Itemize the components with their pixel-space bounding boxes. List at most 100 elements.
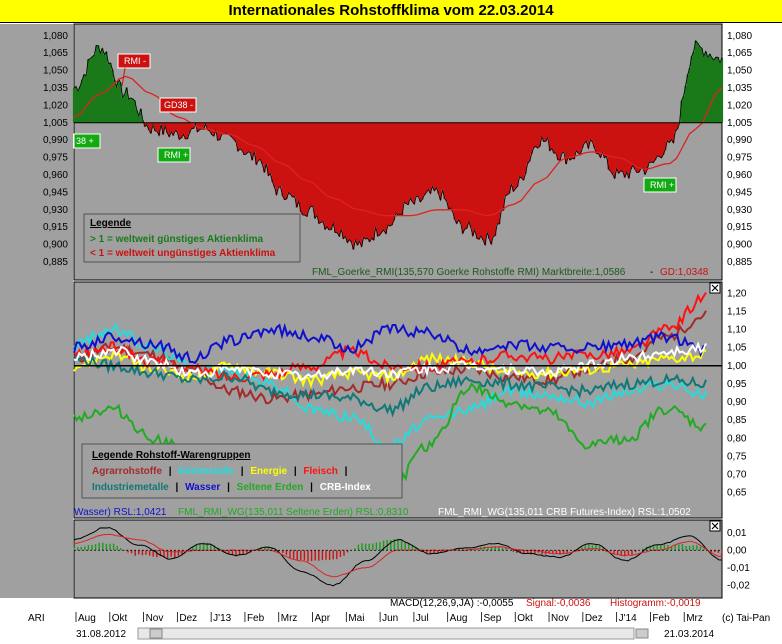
scrollbar-arrow-left-icon[interactable] [149, 628, 163, 639]
panel-1-status-left: FML_Goerke_RMI(135,570 Goerke Rohstoffe … [312, 267, 626, 278]
panel-2-ytick: 0,70 [727, 470, 747, 481]
footer-date-start: 31.08.2012 [76, 629, 126, 640]
panel-1-status-sep: - [650, 267, 653, 278]
panel-2-ytick: 1,05 [727, 343, 747, 354]
month-label: Aug [78, 613, 96, 624]
month-label: Dez [585, 613, 603, 624]
chart-title: Internationales Rohstoffklima vom 22.03.… [0, 0, 782, 23]
panel-1-ytick-right: 1,020 [727, 100, 752, 111]
scrollbar-track[interactable] [137, 627, 635, 640]
panel-1-legend: Legende > 1 = weltweit günstiges Aktienk… [83, 213, 301, 263]
legend-sep-3: | [294, 466, 297, 477]
panel-3-ytick: -0,01 [727, 563, 750, 574]
panel-1-ytick-right: 1,035 [727, 83, 752, 94]
legend-edelmetalle: Edelmetalle [178, 466, 234, 477]
panel-1-ytick-left: 1,050 [43, 66, 68, 77]
legend-sep-5: | [175, 482, 178, 493]
panel-2-status-3: FML_RMI_WG(135,011 CRB Futures-Index) RS… [438, 507, 691, 518]
month-label: Mai [348, 613, 364, 624]
panel-2-ytick: 0,80 [727, 433, 747, 444]
legend-seltene-erden: Seltene Erden [237, 482, 304, 493]
panel-3-ytick: 0,01 [727, 528, 747, 539]
panel-3-group [73, 527, 723, 587]
panel-2-legend: Legende Rohstoff-Warengruppen Agrarrohst… [81, 443, 403, 499]
signal-rmi-minus-arrow [121, 67, 126, 87]
legend-title: Legende [90, 218, 132, 229]
panel-2-ytick: 0,90 [727, 397, 747, 408]
panel-2-status-2: FML_RMI_WG(135,011 Seltene Erden) RSL:0,… [178, 507, 409, 518]
month-label: Nov [146, 613, 164, 624]
signal-rmi-plus-1-box [157, 147, 191, 163]
panel-3-ytick: -0,02 [727, 580, 750, 591]
close-icon-2-cross[interactable] [711, 522, 719, 530]
panel-3-background [73, 519, 723, 599]
scrollbar-thumb[interactable] [635, 628, 649, 639]
axes-group: 1,080 1,080 1,065 1,065 1,050 1,050 1,035 1,035… [43, 31, 752, 591]
panel-2-ytick: 1,20 [727, 288, 747, 299]
close-icon-2[interactable] [709, 520, 721, 532]
panel-1-ytick-left: 1,080 [43, 31, 68, 42]
panel-1-ytick-right: 0,960 [727, 170, 752, 181]
panel-1-ytick-right: 0,900 [727, 240, 752, 251]
panel-3-status-histogram: Histogramm:-0,0019 [610, 598, 701, 609]
legend-industriemetalle: Industriemetalle [92, 482, 169, 493]
panel-1-ytick-left: 0,915 [43, 222, 68, 233]
footer-date-end: 21.03.2014 [664, 629, 714, 640]
panel-1-ytick-left: 0,945 [43, 187, 68, 198]
panel-1-ytick-left: 1,005 [43, 118, 68, 129]
panel-3-status-signal: Signal:-0,0036 [526, 598, 591, 609]
legend-fleisch: Fleisch [303, 466, 337, 477]
month-label: Okt [517, 613, 533, 624]
panel-1-ytick-left: 0,960 [43, 170, 68, 181]
month-label: Dez [179, 613, 197, 624]
month-label: Feb [247, 613, 265, 624]
panel-1-ytick-left: 0,990 [43, 135, 68, 146]
signal-rmi-plus-1-label: RMI + [164, 150, 188, 160]
panel-1-ytick-left: 0,885 [43, 257, 68, 268]
signal-rmi-minus: RMI - [117, 53, 151, 87]
signal-rmi-minus-label: RMI - [124, 56, 146, 66]
legend-sep-1: | [169, 466, 172, 477]
close-icon[interactable] [709, 282, 721, 294]
panel-1-ytick-left: 0,930 [43, 205, 68, 216]
panel-1-ytick-left: 1,065 [43, 48, 68, 59]
month-label: Mrz [686, 613, 703, 624]
legend-sep-7: | [310, 482, 313, 493]
legend-energie: Energie [250, 466, 287, 477]
signal-rmi-plus-2: RMI + [643, 177, 677, 193]
close-icon-cross[interactable] [711, 284, 719, 292]
month-label: Jun [382, 613, 398, 624]
panel-3-status-macd: MACD(12,26,9,JA) :-0,0055 [390, 598, 514, 609]
macd-line [73, 527, 723, 587]
panel-2-ytick: 0,65 [727, 488, 747, 499]
x-axis-months: Aug Okt Nov Dez J'13 Feb Mrz Apr Mai Jun Jul Aug Sep… [75, 612, 703, 624]
month-label: Feb [652, 613, 670, 624]
signal-gd38-minus-box [159, 97, 197, 113]
gd-moving-average-line [73, 75, 723, 217]
legend-2-title: Legende Rohstoff-Warengruppen [92, 450, 251, 461]
signal-gd38-plus: 38 + [73, 133, 101, 149]
signal-gd38-minus-label: GD38 - [164, 100, 193, 110]
panel-1-ytick-right: 0,930 [727, 205, 752, 216]
month-label: Mrz [281, 613, 298, 624]
panel-3-ytick: 0,00 [727, 545, 747, 556]
panel-1-ytick-left: 1,035 [43, 83, 68, 94]
month-label: J'13 [213, 613, 231, 624]
right-axis-strip [723, 24, 782, 598]
left-axis-strip [0, 24, 73, 598]
signal-rmi-plus-1: RMI + [157, 147, 191, 163]
panel-2-ytick: 0,85 [727, 415, 747, 426]
panel-1-ytick-right: 1,080 [727, 31, 752, 42]
panel-1-ytick-right: 0,915 [727, 222, 752, 233]
panel-1-ytick-left: 1,020 [43, 100, 68, 111]
panel-2-ytick: 0,75 [727, 451, 747, 462]
legend-line-negative: < 1 = weltweit ungünstiges Aktienklima [90, 248, 276, 259]
panel-1-ytick-right: 0,990 [727, 135, 752, 146]
panel-1-ytick-left: 0,900 [43, 240, 68, 251]
signal-gd38-minus: GD38 - [159, 97, 197, 113]
panel-2-status-1: Wasser) RSL:1,0421 [74, 507, 167, 518]
panel-2-ytick: 1,00 [727, 361, 747, 372]
series-line-5 [73, 322, 707, 364]
month-label: Jul [416, 613, 429, 624]
